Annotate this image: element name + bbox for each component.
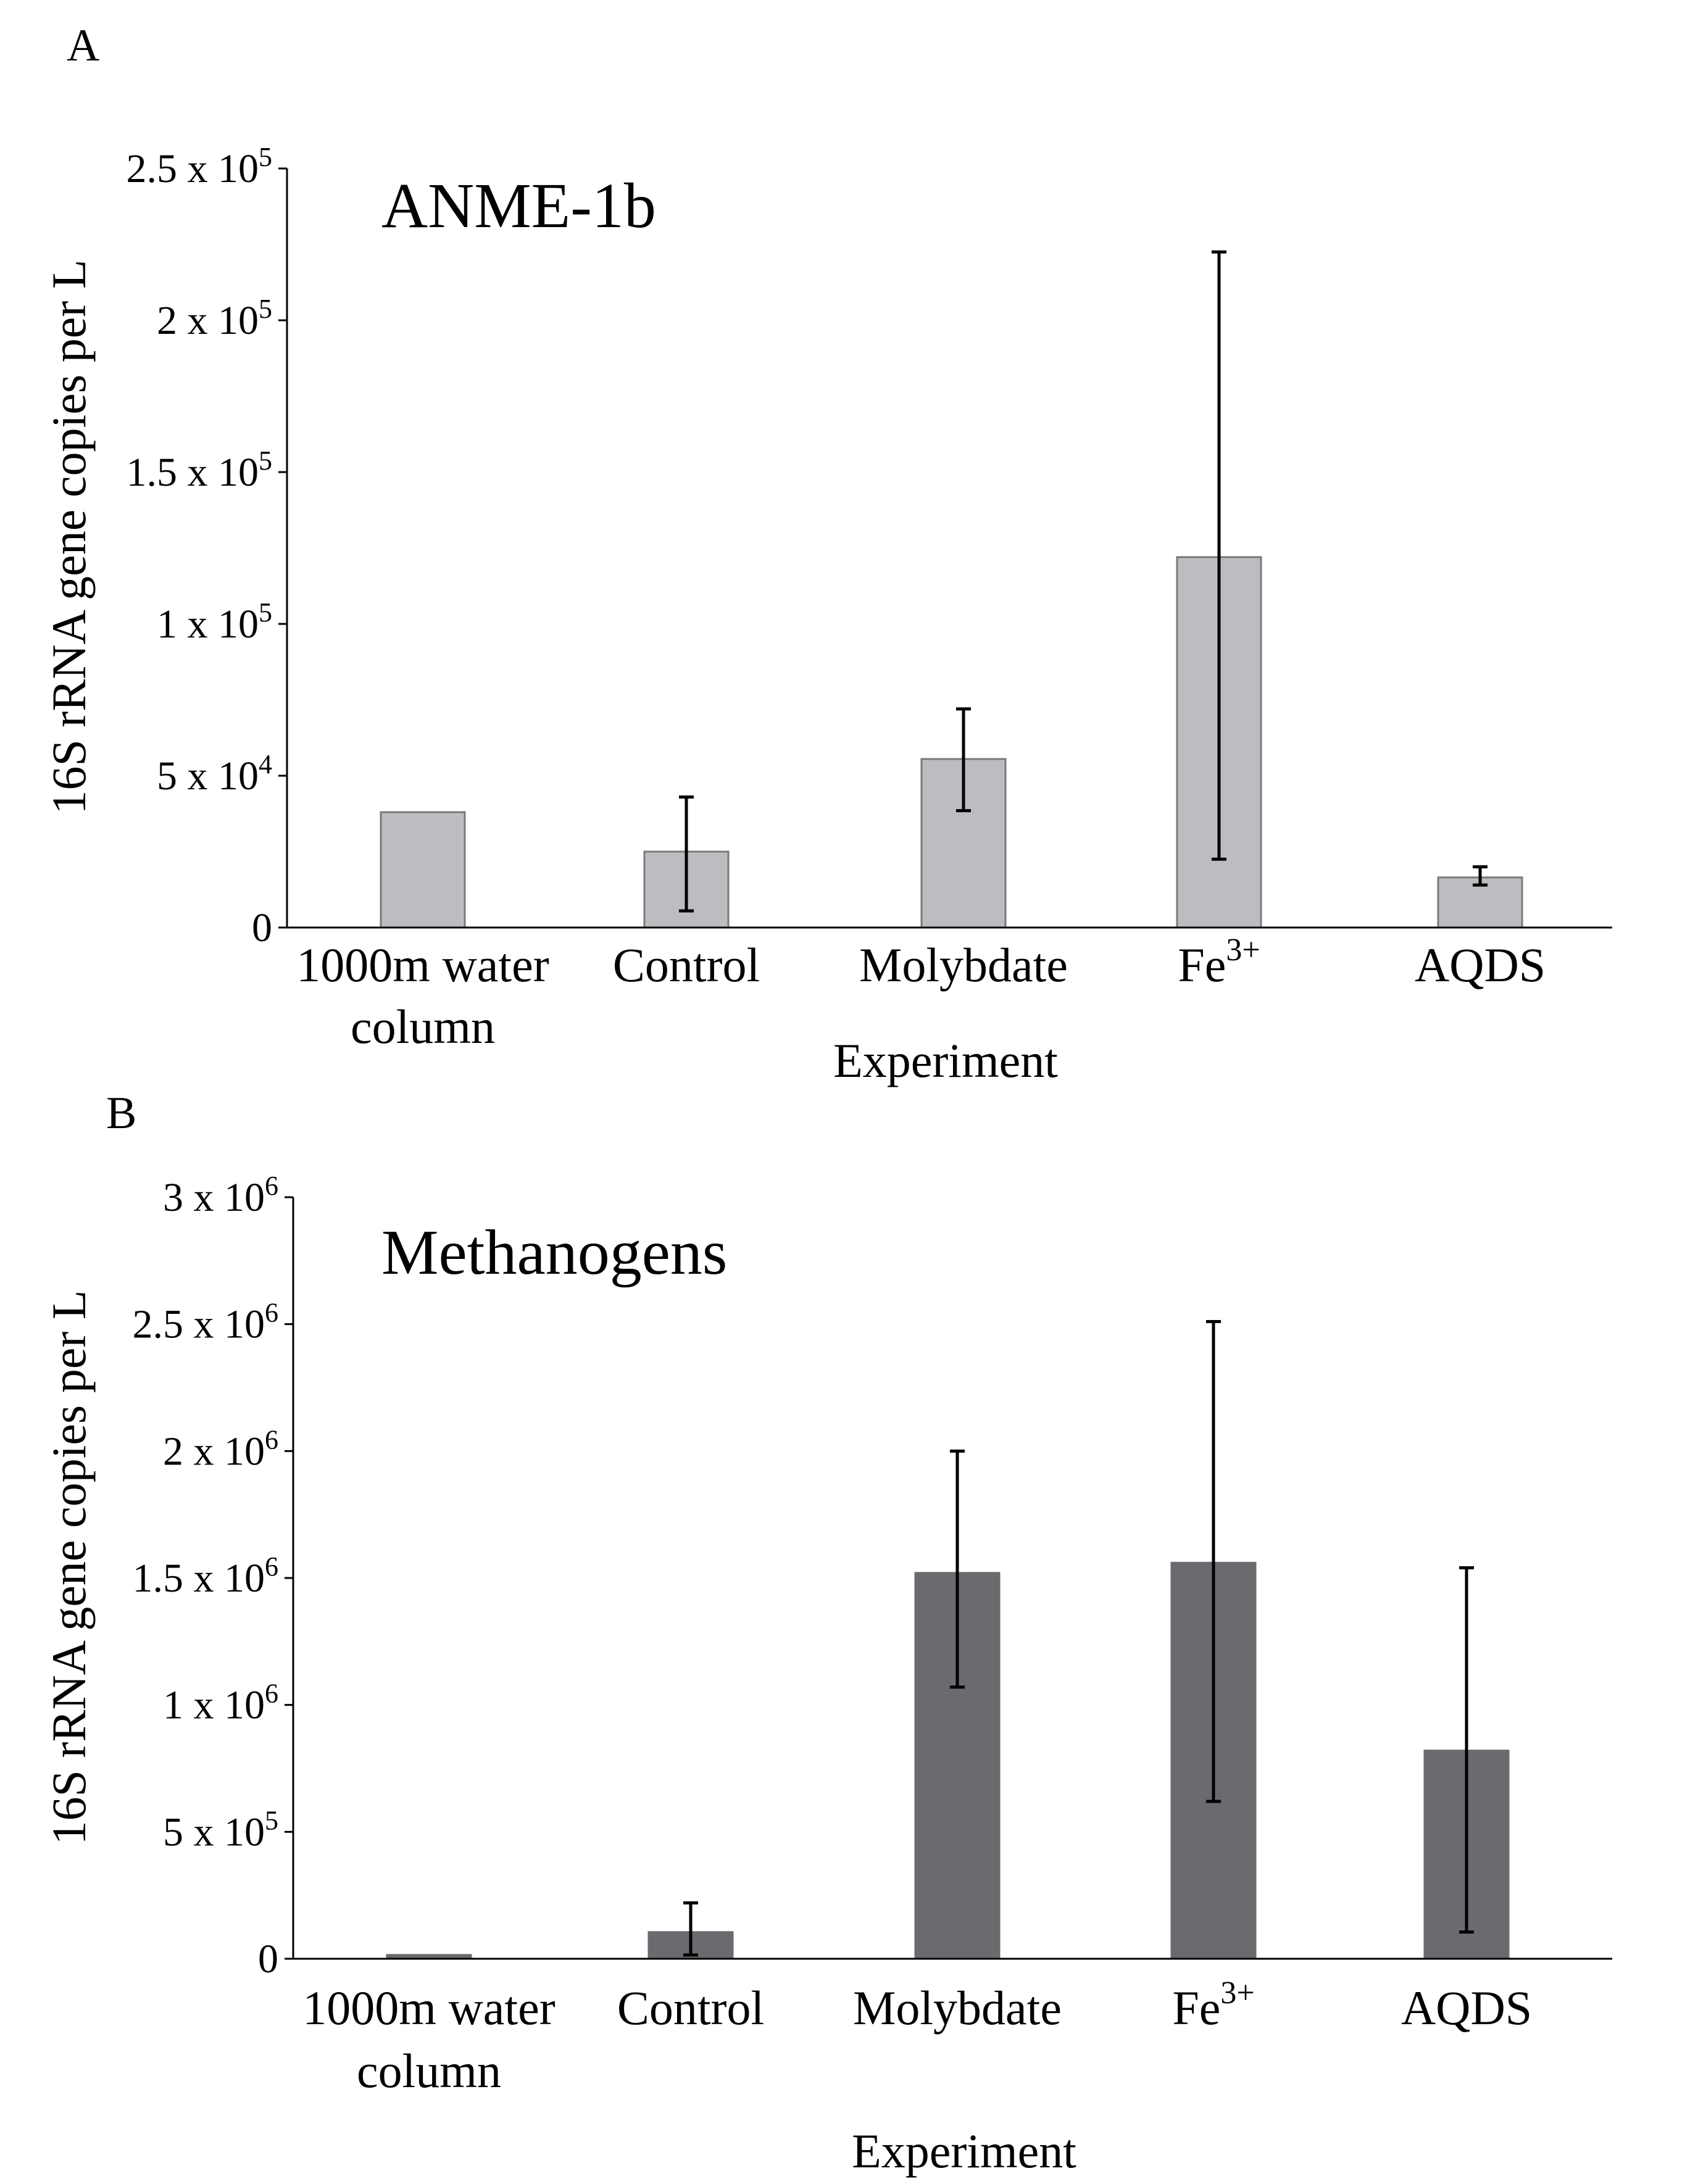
panel-a-y-tick-label: 2 x 105 [157, 294, 272, 343]
panel-a-error-bar [1473, 865, 1488, 887]
panel-b-y-axis-label: 16S rRNA gene copies per L [42, 1290, 96, 1845]
panel-b-y-tick-label: 1.5 x 106 [133, 1551, 279, 1601]
panel-b-y-tick-label: 2.5 x 106 [133, 1298, 279, 1347]
panel-a-category-labels: 1000m water column Control Molybdate Fe3+ AQD… [296, 932, 1546, 1053]
panel-a-category-label: Control [613, 938, 760, 992]
panel-b-category-label: Fe3+ [1172, 1975, 1254, 2035]
panel-a-y-tick-label: 2.5 x 105 [127, 142, 273, 191]
panel-b-y-ticks: 0 5 x 105 1 x 106 1.5 x 106 2 x 106 2.5 x 106… [133, 1171, 293, 1982]
panel-a-x-axis-label: Experiment [833, 1034, 1058, 1087]
panel-b-category-label: Molybdate [853, 1981, 1062, 2035]
panel-a-category-label: AQDS [1415, 938, 1546, 992]
panel-a-chart: A ANME-1b 16S rRNA gene copies per L Exp… [42, 20, 1612, 1087]
panel-b-error-bar [1459, 1566, 1474, 1934]
panel-a-category-label: Fe3+ [1178, 932, 1260, 992]
panel-a-category-label: 1000m water [296, 938, 549, 992]
panel-b-category-label: Control [617, 1981, 764, 2035]
panel-b-y-tick-label: 1 x 106 [163, 1679, 278, 1728]
panel-b-letter: B [106, 1088, 136, 1139]
panel-b-error-bar [950, 1449, 965, 1689]
panel-a-y-tick-label: 1.5 x 105 [127, 446, 273, 495]
panel-a-error-bar [679, 795, 694, 913]
panel-a-error-bar [956, 707, 971, 813]
panel-b-category-label-line2: column [357, 2044, 501, 2098]
panel-b-title: Methanogens [381, 1217, 727, 1288]
panel-a-axes [286, 168, 1612, 929]
panel-b-bar [914, 1572, 1001, 1960]
panel-b-error-bar [1206, 1320, 1221, 1803]
panel-a-error-bar [1212, 250, 1226, 861]
panel-a-y-tick-label: 1 x 105 [157, 597, 272, 647]
panel-a-y-axis-label: 16S rRNA gene copies per L [42, 260, 96, 815]
panel-b-axes [292, 1197, 1612, 1960]
panel-a-category-label-line2: column [351, 1000, 495, 1053]
panel-b-y-tick-label: 3 x 106 [163, 1171, 278, 1220]
panel-a-y-ticks: 0 5 x 104 1 x 105 1.5 x 105 2 x 105 2.5 x 105 [127, 142, 287, 950]
panel-a-category-label: Molybdate [859, 938, 1068, 992]
panel-b-y-tick-label: 0 [258, 1937, 278, 1982]
panel-a-error-bars [679, 250, 1488, 913]
panel-b-x-axis-label: Experiment [852, 2124, 1076, 2178]
panel-b-y-tick-label: 5 x 105 [163, 1805, 278, 1854]
panel-b-chart: B Methanogens 16S rRNA gene copies per L… [42, 1088, 1612, 2178]
panel-a-title: ANME-1b [381, 170, 656, 241]
panel-b-y-tick-label: 2 x 106 [163, 1424, 278, 1474]
panel-b-error-bars [683, 1320, 1474, 1957]
panel-b-error-bar [683, 1901, 698, 1957]
panel-b-category-labels: 1000m water column Control Molybdate Fe3+ AQD… [302, 1975, 1532, 2098]
panel-a-y-tick-label: 5 x 104 [157, 749, 272, 799]
panel-a-y-tick-label: 0 [252, 905, 272, 950]
panel-a-letter: A [67, 20, 99, 71]
panel-b-category-label: 1000m water [302, 1981, 555, 2035]
panel-a-bar [380, 811, 466, 929]
panel-b-category-label: AQDS [1401, 1981, 1532, 2035]
